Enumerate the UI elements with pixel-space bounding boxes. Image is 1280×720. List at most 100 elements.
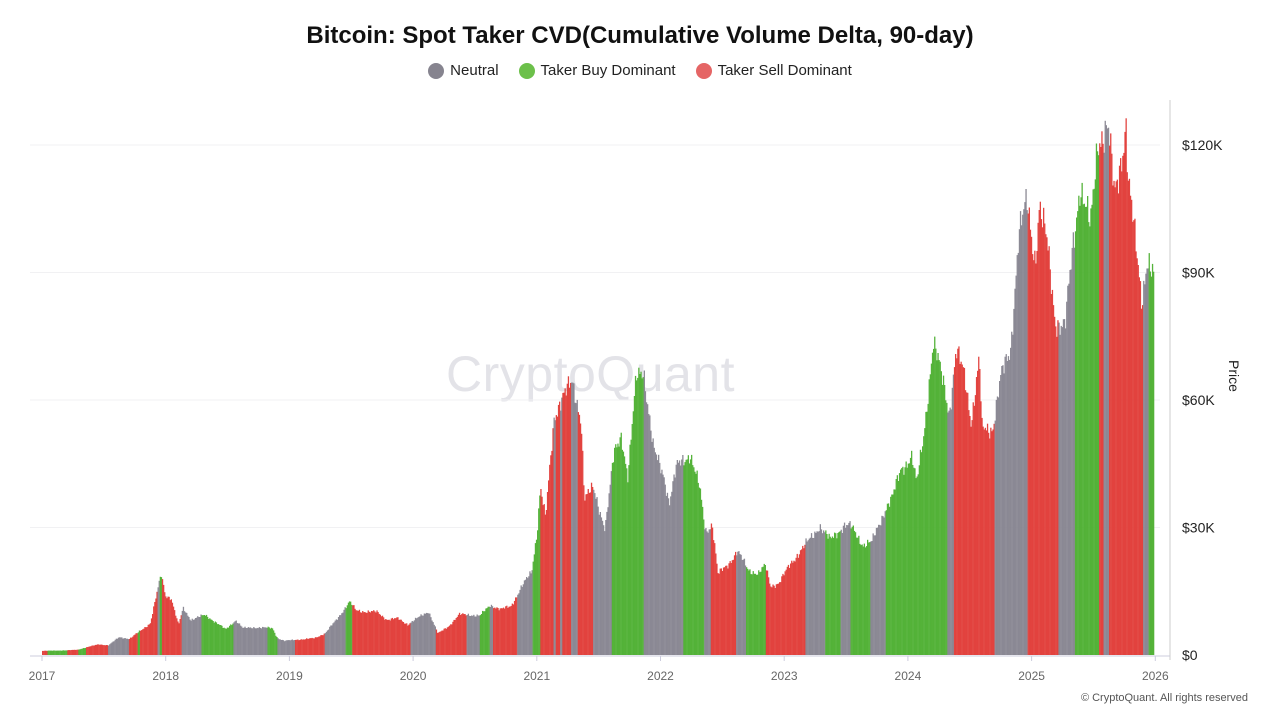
price-bar: [728, 563, 730, 655]
price-bar: [388, 619, 390, 655]
price-bar: [857, 537, 859, 655]
price-bar: [766, 570, 769, 655]
legend-item-neutral[interactable]: Neutral: [428, 62, 499, 79]
price-bar: [1040, 219, 1043, 655]
price-bar: [823, 530, 825, 655]
price-bar: [434, 626, 436, 655]
price-bar: [1006, 361, 1008, 655]
price-bar: [652, 438, 654, 655]
price-bar: [501, 608, 504, 655]
price-bar: [1073, 247, 1076, 655]
price-bar: [235, 620, 237, 655]
price-bar: [801, 549, 803, 655]
price-bar: [542, 505, 544, 655]
price-bar: [788, 567, 791, 655]
price-bar: [207, 616, 209, 655]
price-bar: [115, 638, 117, 655]
price-bar: [347, 602, 350, 655]
price-bar: [152, 614, 154, 655]
price-bar: [845, 527, 847, 655]
price-bar: [651, 441, 653, 655]
price-bar: [1115, 181, 1117, 656]
price-bar: [320, 635, 322, 655]
price-bar: [933, 348, 935, 655]
price-bar: [457, 614, 460, 655]
price-bar: [515, 597, 517, 655]
price-bar: [963, 367, 966, 655]
price-bar: [1079, 205, 1081, 656]
price-bar: [197, 616, 199, 655]
price-bar: [447, 626, 450, 655]
price-bar: [1129, 195, 1132, 655]
price-bar: [194, 618, 197, 655]
legend-label: Taker Buy Dominant: [540, 62, 676, 79]
price-bar: [819, 524, 821, 655]
price-bar: [780, 582, 782, 655]
price-bar: [1146, 268, 1148, 655]
price-bar: [775, 584, 777, 655]
price-bar: [667, 498, 670, 655]
price-bar: [560, 410, 562, 655]
price-bar: [147, 624, 149, 655]
price-bar: [216, 624, 219, 655]
price-bar: [686, 459, 688, 655]
price-bar: [517, 594, 519, 655]
price-bar: [300, 639, 302, 655]
price-bar: [913, 467, 915, 655]
price-bar: [187, 615, 189, 655]
price-bar: [699, 488, 702, 655]
price-bar: [200, 614, 202, 655]
price-bar: [589, 492, 592, 655]
watermark-logo: CryptoQuant: [446, 346, 735, 402]
price-bar: [730, 563, 732, 655]
price-bar: [817, 531, 819, 655]
price-bar: [762, 566, 764, 655]
price-bar: [1134, 218, 1136, 655]
price-bar: [510, 605, 512, 655]
legend-item-sell[interactable]: Taker Sell Dominant: [695, 62, 852, 79]
price-bar: [927, 403, 929, 655]
price-bar: [809, 537, 812, 655]
price-bar: [362, 611, 364, 655]
price-bar: [475, 616, 477, 655]
price-bar: [794, 561, 796, 655]
price-bar: [993, 423, 995, 655]
price-bar: [608, 493, 610, 655]
price-bar: [175, 615, 177, 655]
price-bar: [990, 427, 992, 655]
price-bar: [599, 512, 601, 655]
price-bar: [1082, 204, 1084, 656]
price-bar: [464, 614, 466, 655]
price-bar: [379, 614, 381, 655]
price-bar: [711, 527, 714, 655]
price-bar: [408, 624, 410, 655]
price-bar: [170, 599, 172, 655]
price-bar: [738, 551, 740, 655]
legend-item-buy[interactable]: Taker Buy Dominant: [518, 62, 676, 79]
price-bar: [952, 374, 955, 655]
price-bar: [60, 650, 62, 655]
price-bar: [89, 646, 91, 655]
price-bar: [289, 640, 291, 655]
price-bar: [111, 642, 113, 655]
price-bar: [164, 592, 166, 655]
price-bar: [1093, 188, 1095, 656]
price-bar: [936, 360, 938, 655]
price-bar: [163, 584, 165, 655]
price-bar: [840, 529, 842, 655]
price-bar: [918, 465, 920, 655]
price-bar: [245, 628, 247, 655]
price-bar: [369, 612, 372, 655]
price-bar: [612, 462, 615, 655]
price-bar: [985, 430, 988, 655]
price-bar: [322, 635, 324, 655]
price-bar: [773, 585, 775, 655]
price-bar: [449, 625, 451, 655]
price-bar: [1038, 210, 1040, 655]
price-bar: [524, 579, 527, 655]
price-bar: [1013, 308, 1015, 655]
price-bar: [117, 637, 120, 655]
price-bar: [120, 637, 122, 655]
price-bar: [234, 621, 236, 655]
price-bar: [752, 571, 754, 655]
